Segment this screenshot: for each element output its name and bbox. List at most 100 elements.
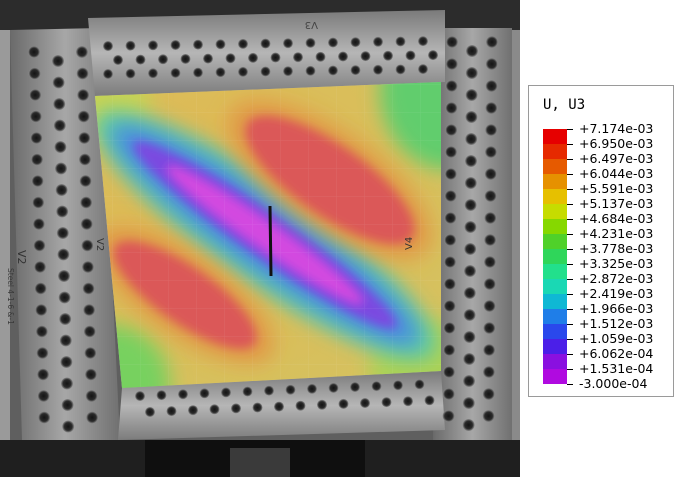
frame-hole	[80, 218, 93, 230]
side-marking-left-outer: V2	[15, 250, 28, 265]
legend-swatch	[543, 249, 567, 264]
frame-hole	[463, 287, 476, 299]
legend-swatch	[543, 189, 567, 204]
frame-hole	[350, 382, 360, 392]
frame-hole	[270, 52, 281, 63]
frame-hole	[350, 37, 361, 48]
frame-hole	[328, 382, 339, 393]
frame-hole	[34, 282, 47, 295]
frame-hole	[86, 411, 99, 424]
frame-hole	[135, 54, 146, 65]
frame-hole	[55, 162, 67, 175]
frame-hole	[418, 36, 428, 47]
frame-hole	[305, 37, 316, 48]
legend-tick	[567, 339, 573, 340]
frame-hole	[414, 379, 425, 390]
color-legend: U, U3 +7.174e-03 +6.950e-03 +6.497e-03 +6.0…	[528, 85, 674, 397]
legend-swatch	[543, 129, 567, 144]
legend-tick	[567, 234, 573, 235]
frame-hole	[79, 153, 91, 166]
legend-tick	[567, 384, 573, 385]
frame-hole	[443, 344, 456, 356]
legend-tick	[567, 159, 573, 160]
legend-tick	[567, 189, 573, 190]
legend-label: +5.137e-03	[579, 196, 654, 211]
frame-hole	[328, 65, 338, 76]
frame-hole	[485, 58, 498, 70]
frame-hole	[32, 218, 45, 230]
legend-label: +3.325e-03	[579, 256, 654, 271]
legend-tick	[567, 279, 573, 280]
frame-hole	[465, 155, 477, 167]
frame-hole	[373, 36, 383, 47]
frame-hole	[260, 38, 271, 49]
specimen-label: Steel 4-1-6 &-1	[6, 268, 15, 325]
frame-hole	[482, 410, 495, 422]
frame-hole	[383, 50, 393, 61]
frame-hole	[61, 377, 73, 390]
frame-hole	[462, 397, 475, 409]
legend-label: +5.591e-03	[579, 181, 654, 196]
frame-hole	[221, 387, 231, 398]
frame-hole	[328, 37, 338, 48]
frame-hole	[484, 168, 497, 180]
frame-hole	[53, 98, 66, 110]
frame-hole	[443, 278, 456, 290]
frame-hole	[252, 402, 263, 413]
legend-label: +3.778e-03	[579, 241, 654, 256]
frame-hole	[338, 398, 349, 409]
frame-hole	[484, 212, 497, 224]
frame-hole	[180, 53, 191, 64]
frame-hole	[443, 366, 455, 378]
frame-hole	[483, 300, 496, 312]
frame-hole	[82, 282, 95, 295]
frame-hole	[135, 391, 145, 401]
frame-hole	[405, 50, 416, 61]
legend-label: +2.419e-03	[579, 286, 654, 301]
legend-swatch	[543, 204, 567, 219]
frame-hole	[28, 67, 41, 80]
legend-label: +6.062e-04	[579, 346, 654, 361]
frame-hole	[56, 205, 69, 218]
frame-hole	[78, 132, 91, 144]
frame-hole	[305, 65, 316, 76]
legend-tick	[567, 309, 573, 310]
legend-swatch	[543, 279, 567, 294]
frame-hole	[484, 190, 497, 202]
frame-hole	[462, 419, 475, 431]
frame-hole	[170, 39, 181, 50]
frame-hole	[285, 384, 296, 395]
legend-title: U, U3	[543, 97, 586, 113]
frame-hole	[215, 67, 226, 78]
legend-label: +6.950e-03	[579, 136, 654, 151]
frame-hole	[307, 383, 317, 394]
frame-hole	[60, 356, 73, 368]
legend-tick	[567, 219, 573, 220]
frame-hole	[484, 234, 497, 246]
frame-hole	[463, 331, 476, 343]
frame-hole	[360, 51, 371, 62]
frame-hole	[83, 325, 96, 338]
legend-label: +4.684e-03	[579, 211, 654, 226]
frame-hole	[225, 53, 236, 64]
frame-hole	[295, 400, 306, 411]
frame-hole	[444, 256, 456, 268]
frame-hole	[103, 41, 113, 51]
legend-tick	[567, 294, 573, 295]
frame-hole	[371, 381, 382, 392]
frame-hole	[381, 397, 392, 408]
legend-label: +2.872e-03	[579, 271, 654, 286]
frame-hole	[52, 76, 65, 89]
frame-hole	[274, 401, 284, 412]
legend-swatch	[543, 159, 567, 174]
frame-hole	[193, 67, 203, 78]
frame-hole	[248, 52, 258, 63]
frame-hole	[464, 243, 477, 255]
frame-hole	[36, 347, 49, 359]
frame-hole	[446, 36, 458, 48]
frame-hole	[85, 368, 97, 381]
frame-hole	[79, 175, 92, 187]
frame-hole	[283, 66, 293, 77]
frame-hole	[464, 221, 477, 233]
legend-label: +7.174e-03	[579, 121, 654, 136]
